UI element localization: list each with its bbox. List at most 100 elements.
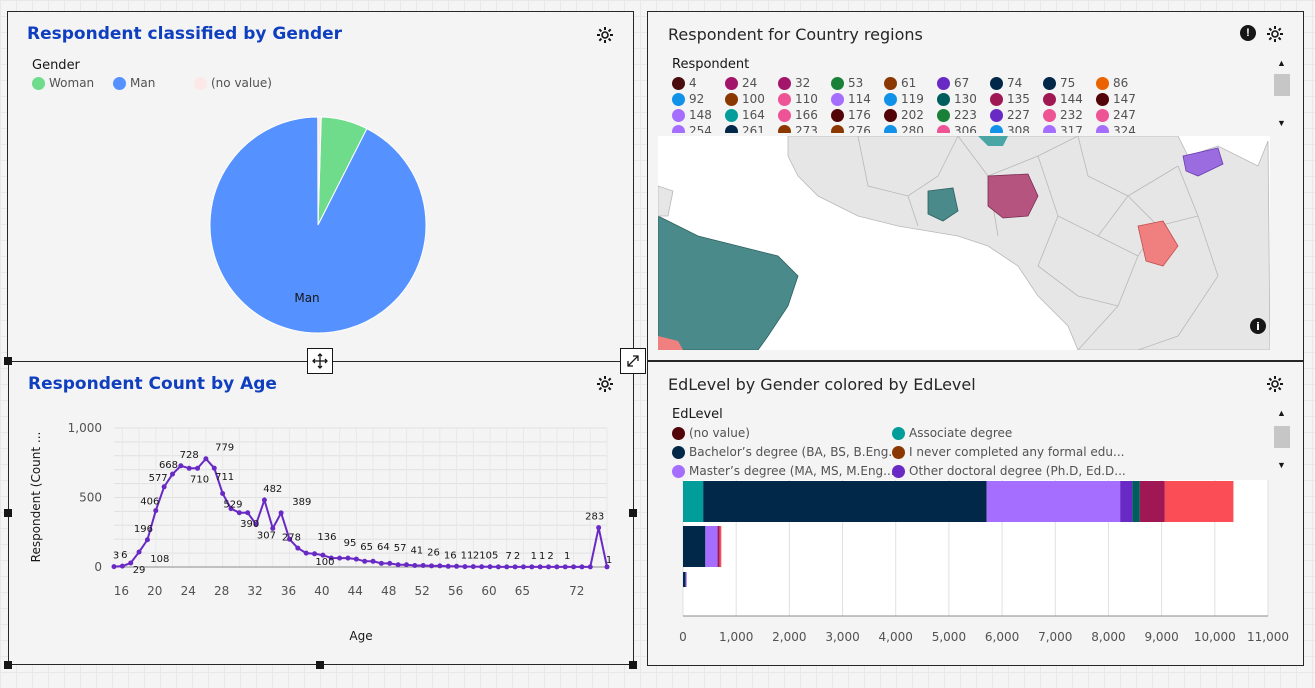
legend-item[interactable]: 114 [831,92,884,106]
bar-segment [683,572,686,587]
map-region-yemen[interactable] [1182,147,1224,177]
legend-item[interactable]: 280 [884,124,937,133]
age-panel[interactable]: Respondent Count by Age 0 500 1,000 16 20 24 2… [8,361,634,665]
legend-item[interactable]: 308 [990,124,1043,133]
legend-item[interactable]: 202 [884,108,937,122]
legend-label: 223 [954,108,977,122]
legend-item[interactable]: 67 [937,76,990,90]
legend-item[interactable]: 276 [831,124,884,133]
map-region-brazil[interactable] [658,215,799,350]
legend-label: Master’s degree (MA, MS, M.Eng..... [689,464,903,478]
resize-handle[interactable] [629,661,637,669]
legend-item-no-value[interactable]: (no value) [194,76,272,90]
legend-item[interactable]: 144 [1043,92,1096,106]
map-africa[interactable] [787,136,1270,350]
legend-item[interactable]: 119 [884,92,937,106]
resize-handle[interactable] [4,357,12,365]
legend-item[interactable]: 232 [1043,108,1096,122]
legend-item[interactable]: (no value) [672,426,750,440]
legend-item[interactable]: 24 [725,76,778,90]
legend-item[interactable]: 86 [1096,76,1149,90]
legend-item[interactable]: 74 [990,76,1043,90]
legend-item[interactable]: 223 [937,108,990,122]
gear-icon[interactable] [596,375,614,393]
resize-handle[interactable] [316,661,324,669]
legend-swatch [672,124,685,133]
scroll-up-icon[interactable]: ▲ [1277,408,1286,418]
legend-item[interactable]: Master’s degree (MA, MS, M.Eng..... [672,464,902,478]
legend-item[interactable]: 164 [725,108,778,122]
legend-item-woman[interactable]: Woman [32,76,94,90]
map-region-kenya[interactable] [1137,220,1179,267]
legend-item[interactable]: 75 [1043,76,1096,90]
resize-handle[interactable] [4,509,12,517]
scroll-up-icon[interactable]: ▲ [1277,58,1286,68]
map-region-peru[interactable] [658,336,683,350]
legend-item[interactable]: 32 [778,76,831,90]
legend-item[interactable]: 261 [725,124,778,133]
legend-item[interactable]: 166 [778,108,831,122]
legend-item[interactable]: 130 [937,92,990,106]
data-label: 3 [113,551,119,562]
gender-panel[interactable]: Respondent classified by Gender Gender W… [7,11,634,363]
resize-handle[interactable] [4,661,12,669]
legend-item[interactable]: Associate degree [892,426,1012,440]
legend-item[interactable]: 306 [937,124,990,133]
move-handle-button[interactable] [307,348,333,374]
legend-item[interactable]: 147 [1096,92,1149,106]
legend-label: 135 [1007,92,1030,106]
region-map[interactable]: i [658,136,1270,350]
data-label: 2 [547,551,553,562]
legend-item[interactable]: Other doctoral degree (Ph.D, Ed.D... [892,464,1126,478]
map-region-nigeria[interactable] [987,173,1039,219]
region-panel[interactable]: Respondent for Country regions ! Respond… [647,11,1304,361]
map-region-west-africa[interactable] [927,187,959,222]
legend-item[interactable]: 254 [672,124,725,133]
legend-swatch [884,76,897,90]
scroll-down-icon[interactable]: ▼ [1277,118,1286,128]
maximize-button[interactable] [620,348,646,374]
data-label: 11 [461,551,474,562]
legend-item[interactable]: 100 [725,92,778,106]
resize-handle[interactable] [629,509,637,517]
legend-item[interactable]: 227 [990,108,1043,122]
gear-icon[interactable] [1266,375,1284,393]
legend-item[interactable]: 148 [672,108,725,122]
scroll-down-icon[interactable]: ▼ [1277,460,1286,470]
data-label: 710 [190,474,209,485]
x-tick-label: 9,000 [1144,630,1178,644]
data-point [228,506,234,512]
scroll-thumb[interactable] [1274,74,1290,96]
legend-item[interactable]: 324 [1096,124,1149,133]
legend-item[interactable]: 135 [990,92,1043,106]
map-region-north[interactable] [978,136,1008,146]
legend-item[interactable]: 176 [831,108,884,122]
legend-item[interactable]: I never completed any formal edu... [892,445,1124,459]
gear-icon[interactable] [1266,25,1284,43]
legend-scrollbar[interactable]: ▲ ▼ [1274,58,1290,132]
alert-icon[interactable]: ! [1240,25,1256,41]
legend-swatch [778,76,791,90]
legend-item[interactable]: 273 [778,124,831,133]
legend-item[interactable]: 4 [672,76,725,90]
x-tick-label: 10,000 [1194,630,1236,644]
data-label: 57 [394,543,407,554]
edlevel-panel[interactable]: EdLevel by Gender colored by EdLevel EdL… [647,361,1304,666]
legend-item[interactable]: 110 [778,92,831,106]
legend-item[interactable]: 247 [1096,108,1149,122]
map-info-icon[interactable] [1250,318,1266,334]
legend-item[interactable]: 61 [884,76,937,90]
legend-item-man[interactable]: Man [113,76,155,90]
data-point [345,555,351,561]
data-label: 2105 [473,551,498,562]
scroll-thumb[interactable] [1274,426,1290,448]
legend-item[interactable]: 53 [831,76,884,90]
x-tick-label: 48 [381,584,396,598]
legend-item[interactable]: Bachelor’s degree (BA, BS, B.Eng.... [672,445,904,459]
legend-item[interactable]: 92 [672,92,725,106]
legend-scrollbar[interactable]: ▲ ▼ [1274,408,1290,474]
legend-item[interactable]: 317 [1043,124,1096,133]
legend-label: 273 [795,124,818,133]
legend-swatch [672,76,685,90]
gear-icon[interactable] [596,26,614,44]
